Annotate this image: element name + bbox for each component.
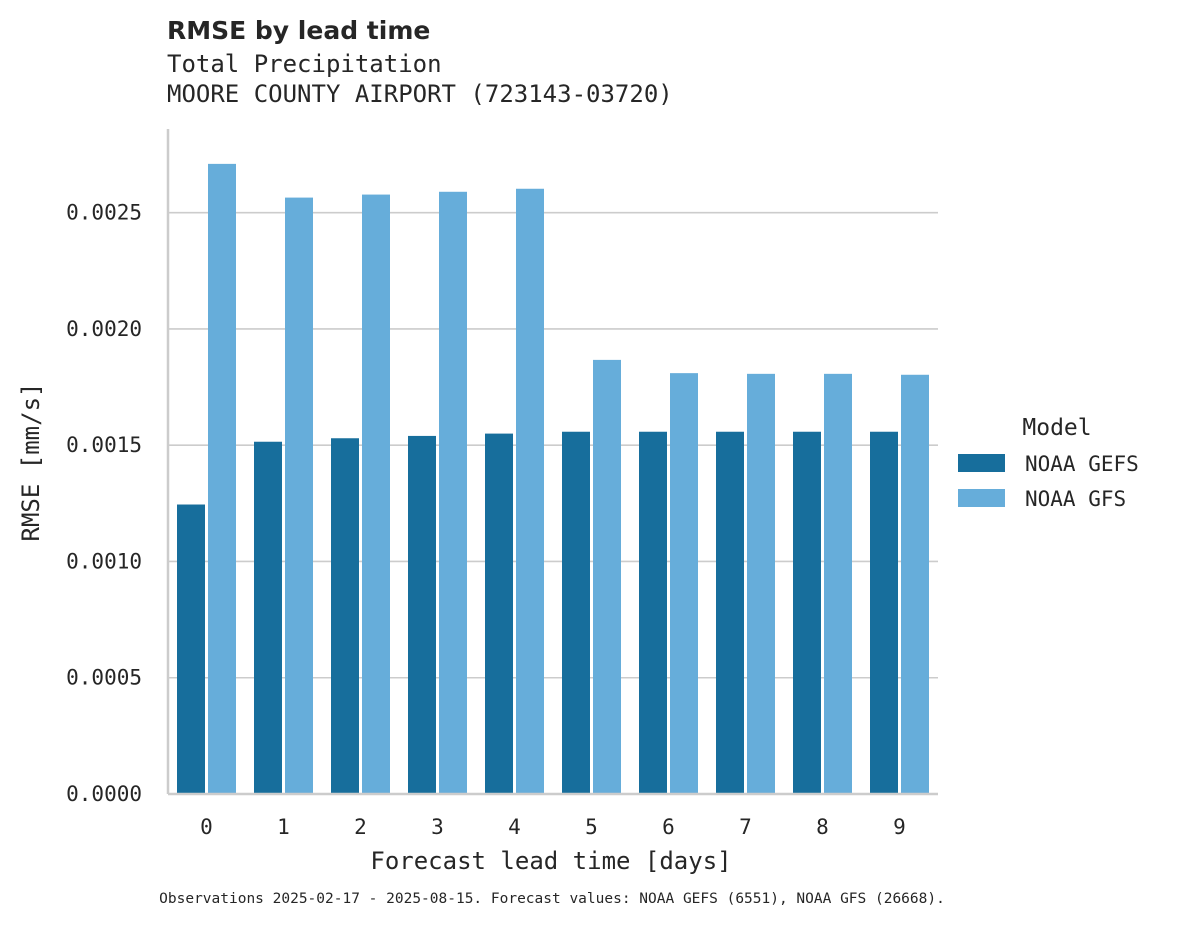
y-axis-label: RMSE [mm/s] (17, 383, 45, 542)
legend: Model NOAA GEFS NOAA GFS (958, 415, 1139, 511)
x-tick-label: 6 (662, 815, 675, 839)
bar-noaa-gefs-lead-4 (485, 433, 513, 794)
bar-noaa-gefs-lead-2 (331, 438, 359, 794)
x-axis-label: Forecast lead time [days] (370, 847, 731, 875)
bar-noaa-gefs-lead-7 (716, 431, 744, 794)
chart-title: RMSE by lead time (167, 16, 431, 45)
x-tick-label: 2 (354, 815, 367, 839)
bar-noaa-gefs-lead-6 (639, 431, 667, 794)
x-tick-label: 9 (893, 815, 906, 839)
bar-noaa-gfs-lead-2 (362, 194, 390, 794)
x-tick-label: 1 (277, 815, 290, 839)
y-tick-labels: 0.0000 0.0005 0.0010 0.0015 0.0020 0.0025 (66, 201, 142, 806)
bar-noaa-gefs-lead-0 (177, 504, 205, 794)
x-tick-labels: 0 1 2 3 4 5 6 7 8 9 (200, 815, 906, 839)
bar-noaa-gfs-lead-6 (670, 373, 698, 794)
bar-noaa-gfs-lead-3 (439, 191, 467, 794)
bars (177, 163, 929, 795)
y-tick-label: 0.0015 (66, 433, 142, 457)
y-tick-label: 0.0020 (66, 317, 142, 341)
bar-noaa-gfs-lead-1 (285, 197, 313, 794)
bar-noaa-gfs-lead-0 (208, 163, 236, 794)
bar-noaa-gefs-lead-8 (793, 431, 821, 794)
bar-noaa-gefs-lead-3 (408, 435, 436, 794)
legend-title: Model (1022, 415, 1091, 441)
x-tick-label: 5 (585, 815, 598, 839)
legend-swatch-noaa-gfs (958, 489, 1005, 507)
x-tick-label: 8 (816, 815, 829, 839)
x-tick-label: 7 (739, 815, 752, 839)
chart-footnote: Observations 2025-02-17 - 2025-08-15. Fo… (159, 891, 945, 907)
axes (166, 129, 938, 796)
chart-subtitle-variable: Total Precipitation (167, 50, 442, 78)
bar-noaa-gefs-lead-1 (254, 441, 282, 794)
y-tick-label: 0.0010 (66, 549, 142, 573)
y-tick-label: 0.0025 (66, 201, 142, 225)
y-tick-label: 0.0005 (66, 666, 142, 690)
bar-noaa-gfs-lead-8 (824, 373, 852, 794)
y-gridlines (168, 211, 938, 679)
x-tick-label: 4 (508, 815, 521, 839)
x-tick-label: 0 (200, 815, 213, 839)
legend-label: NOAA GFS (1025, 487, 1126, 511)
bar-noaa-gefs-lead-9 (870, 431, 898, 794)
y-tick-label: 0.0000 (66, 782, 142, 806)
bar-noaa-gfs-lead-4 (516, 188, 544, 795)
bar-noaa-gfs-lead-7 (747, 373, 775, 794)
bar-noaa-gfs-lead-9 (901, 374, 929, 794)
legend-swatch-noaa-gefs (958, 454, 1005, 472)
legend-label: NOAA GEFS (1025, 452, 1139, 476)
x-tick-label: 3 (431, 815, 444, 839)
bar-noaa-gfs-lead-5 (593, 359, 621, 794)
chart-subtitle-station: MOORE COUNTY AIRPORT (723143-03720) (167, 80, 673, 108)
bar-noaa-gefs-lead-5 (562, 431, 590, 794)
